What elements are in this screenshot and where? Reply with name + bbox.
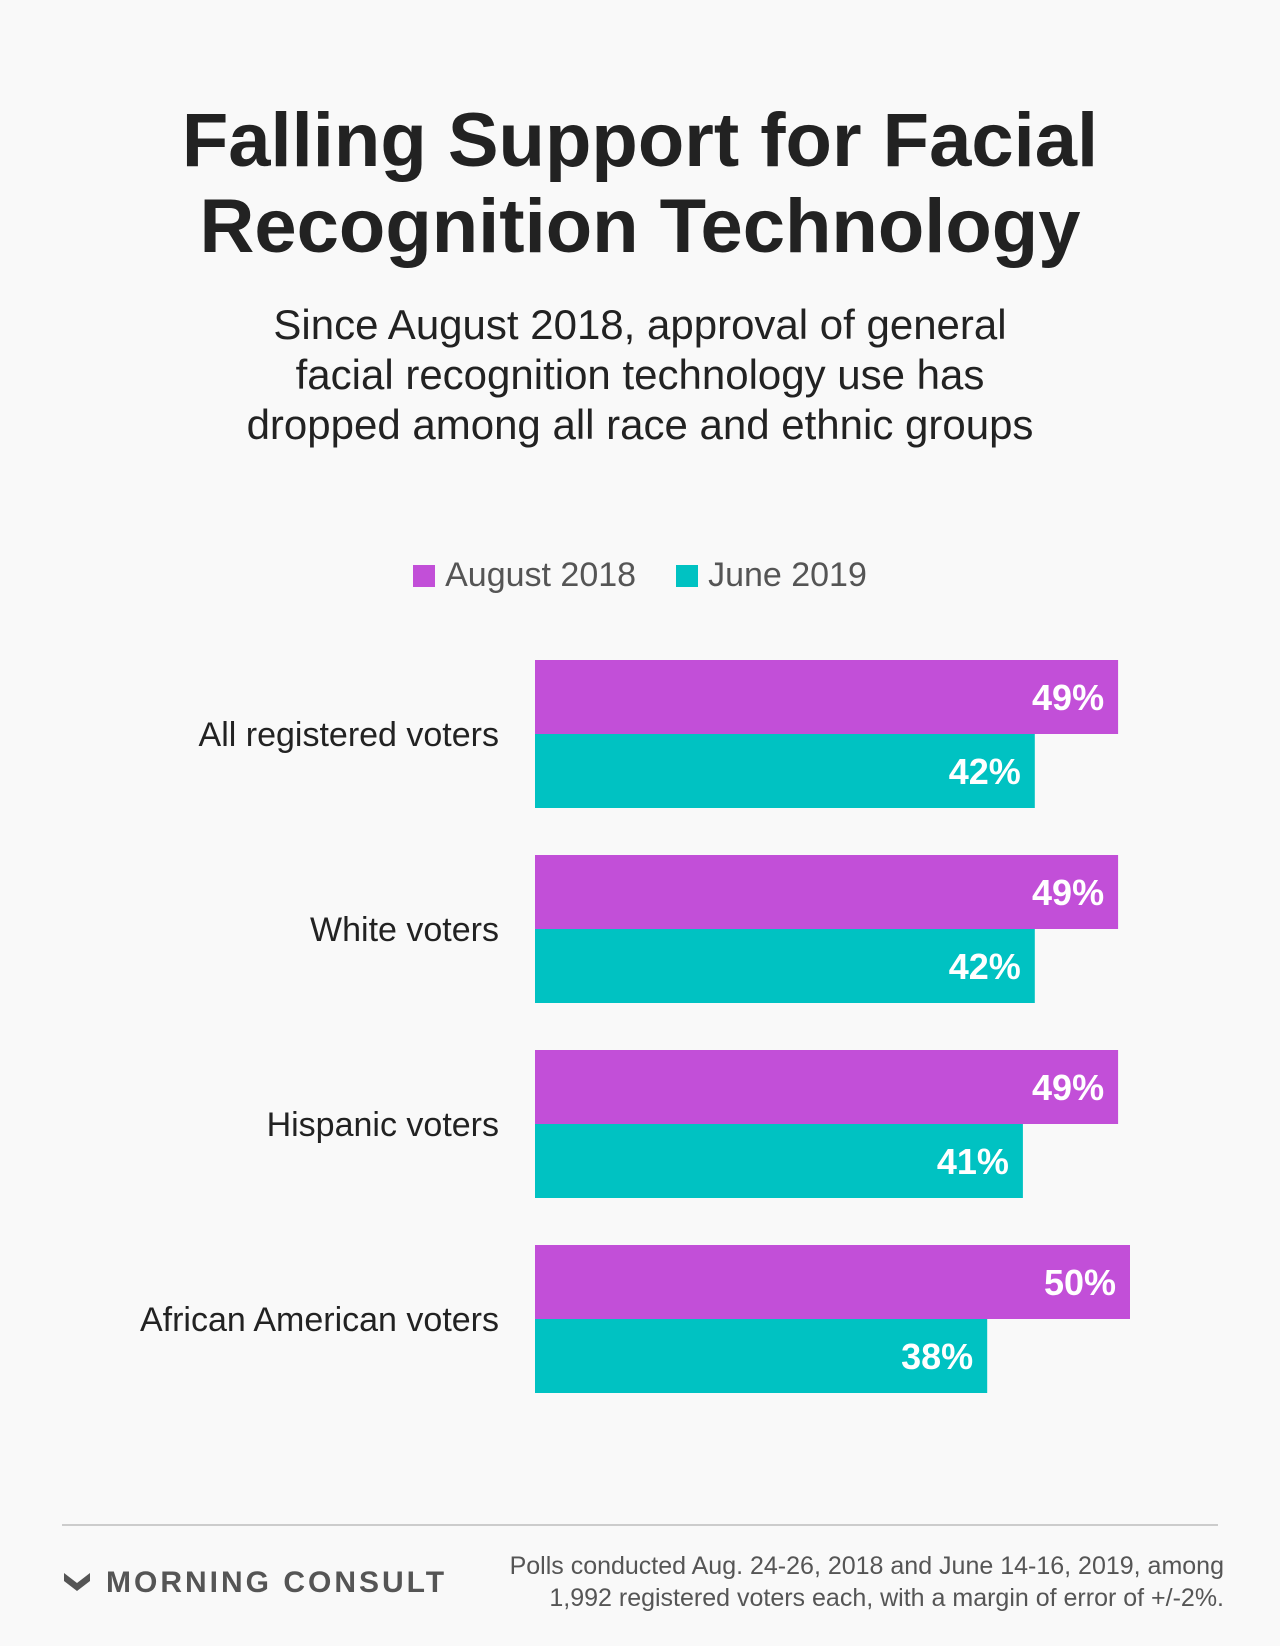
bar-june-2019-african-american-voters: [535, 1319, 988, 1393]
chart-subtitle: Since August 2018, approval of general f…: [246, 301, 1034, 448]
legend-swatch-august-2018: [413, 564, 436, 587]
legend-swatch-june-2019: [676, 564, 699, 587]
bar-august-2018-hispanic-voters: [535, 1050, 1119, 1124]
bar-june-2019-all-registered-voters: [535, 734, 1035, 808]
chart-title: Falling Support for Facial Recognition T…: [181, 98, 1099, 269]
data-label-august-2018-african-american-voters: 50%: [1044, 1262, 1116, 1303]
brand-name: MORNING CONSULT: [106, 1566, 448, 1599]
bar-chart: All registered voters 49% 42% White voters 4…: [140, 660, 1130, 1393]
category-label-white-voters: White voters: [310, 911, 499, 949]
brand: MORNING CONSULT: [62, 1566, 447, 1600]
data-label-august-2018-hispanic-voters: 49%: [1032, 1067, 1104, 1108]
legend-item-august-2018: August 2018: [413, 556, 636, 595]
legend-item-june-2019: June 2019: [676, 556, 867, 595]
category-label-all-registered-voters: All registered voters: [199, 716, 499, 754]
data-label-june-2019-white-voters: 42%: [949, 946, 1021, 987]
data-label-august-2018-all-registered-voters: 49%: [1032, 677, 1104, 718]
bar-june-2019-hispanic-voters: [535, 1124, 1023, 1198]
bar-august-2018-all-registered-voters: [535, 660, 1119, 734]
bar-august-2018-african-american-voters: [535, 1245, 1130, 1319]
data-label-june-2019-african-american-voters: 38%: [901, 1336, 973, 1377]
category-label-african-american-voters: African American voters: [140, 1301, 499, 1339]
data-label-june-2019-hispanic-voters: 41%: [937, 1141, 1009, 1182]
bar-june-2019-white-voters: [535, 929, 1035, 1003]
legend-label-august-2018: August 2018: [445, 556, 637, 594]
data-label-june-2019-all-registered-voters: 42%: [949, 751, 1021, 792]
footer-divider: [62, 1524, 1218, 1526]
footnote: Polls conducted Aug. 24-26, 2018 and Jun…: [509, 1552, 1224, 1612]
bar-august-2018-white-voters: [535, 855, 1119, 929]
data-label-august-2018-white-voters: 49%: [1032, 872, 1104, 913]
legend: August 2018 June 2019: [0, 556, 1280, 595]
morning-consult-chevron-icon: [64, 1573, 90, 1591]
category-label-hispanic-voters: Hispanic voters: [267, 1106, 499, 1144]
legend-label-june-2019: June 2019: [708, 556, 867, 594]
